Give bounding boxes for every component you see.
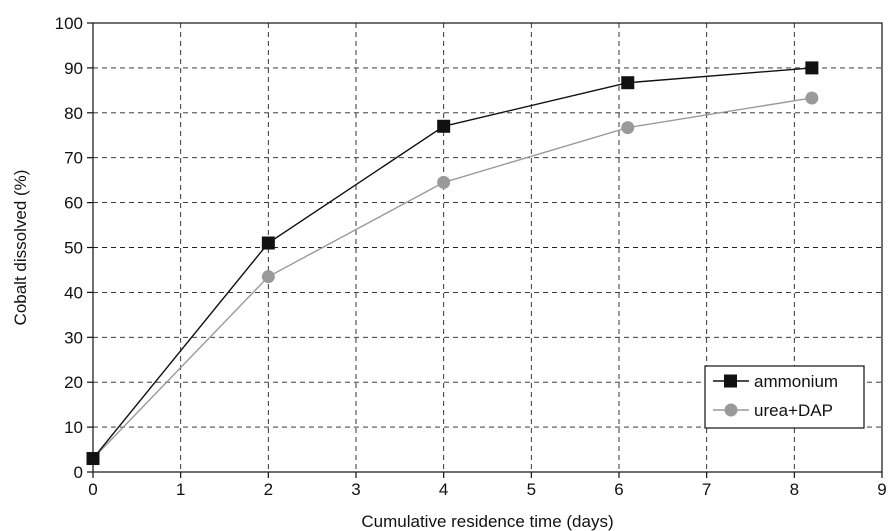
y-tick-label: 50 bbox=[64, 239, 83, 258]
legend: ammonium urea+DAP bbox=[704, 365, 865, 429]
legend-marker-square bbox=[724, 374, 737, 388]
x-tick-label: 1 bbox=[176, 480, 185, 499]
y-tick-label: 90 bbox=[64, 59, 83, 78]
series-line-urea-dap bbox=[92, 97, 812, 460]
data-point-ammonium bbox=[437, 119, 451, 133]
legend-item-urea-dap: urea+DAP bbox=[713, 401, 833, 420]
data-point-urea-dap bbox=[261, 270, 275, 284]
x-tick-label: 0 bbox=[88, 480, 97, 499]
x-tick-label: 2 bbox=[264, 480, 273, 499]
data-point-urea-dap bbox=[621, 121, 635, 135]
series-ammonium bbox=[86, 61, 819, 466]
x-tick-label: 6 bbox=[614, 480, 623, 499]
y-tick-label: 70 bbox=[64, 149, 83, 168]
series-line-ammonium bbox=[92, 67, 812, 459]
y-tick-label: 80 bbox=[64, 104, 83, 123]
data-point-ammonium bbox=[261, 236, 275, 250]
legend-label: urea+DAP bbox=[754, 401, 833, 420]
series-layer bbox=[86, 61, 819, 466]
legend-item-ammonium: ammonium bbox=[713, 372, 838, 391]
x-axis-label: Cumulative residence time (days) bbox=[361, 512, 613, 531]
x-tick-label: 8 bbox=[790, 480, 799, 499]
legend-label: ammonium bbox=[754, 372, 838, 391]
y-tick-label: 60 bbox=[64, 194, 83, 213]
y-tick-label: 20 bbox=[64, 373, 83, 392]
x-tick-label: 9 bbox=[877, 480, 886, 499]
x-tick-label: 7 bbox=[702, 480, 711, 499]
data-point-ammonium bbox=[805, 61, 819, 75]
data-point-ammonium bbox=[86, 452, 100, 466]
y-tick-label: 100 bbox=[55, 14, 83, 33]
data-point-ammonium bbox=[621, 76, 635, 90]
data-point-urea-dap bbox=[437, 175, 451, 189]
x-tick-label: 3 bbox=[351, 480, 360, 499]
x-tick-label: 5 bbox=[527, 480, 536, 499]
data-point-urea-dap bbox=[805, 91, 819, 105]
x-tick-label: 4 bbox=[439, 480, 448, 499]
y-tick-label: 10 bbox=[64, 418, 83, 437]
y-axis-label: Cobalt dissolved (%) bbox=[11, 170, 30, 326]
y-axis: 0 10 20 30 40 50 60 70 80 90 100 bbox=[55, 14, 93, 482]
y-tick-label: 40 bbox=[64, 283, 83, 302]
y-tick-label: 0 bbox=[74, 463, 83, 482]
legend-marker-circle bbox=[724, 403, 738, 417]
y-tick-label: 30 bbox=[64, 328, 83, 347]
x-axis: 0 1 2 3 4 5 6 7 8 9 bbox=[88, 472, 887, 499]
